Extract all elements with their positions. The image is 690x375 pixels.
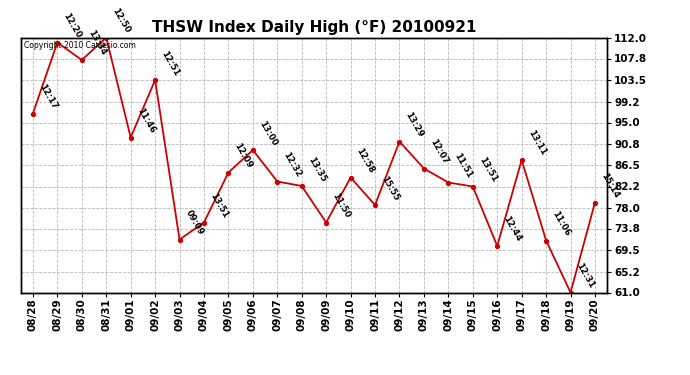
Text: Copyright 2010 Cartesio.com: Copyright 2010 Cartesio.com <box>23 41 135 50</box>
Text: 12:51: 12:51 <box>159 49 181 77</box>
Title: THSW Index Daily High (°F) 20100921: THSW Index Daily High (°F) 20100921 <box>152 20 476 35</box>
Text: 11:46: 11:46 <box>135 106 157 135</box>
Text: 13:29: 13:29 <box>404 110 425 139</box>
Text: 12:20: 12:20 <box>61 12 83 40</box>
Text: 15:14: 15:14 <box>599 171 621 200</box>
Text: 12:09: 12:09 <box>233 141 254 170</box>
Text: 15:55: 15:55 <box>380 174 401 202</box>
Text: 12:50: 12:50 <box>110 7 132 35</box>
Text: 11:06: 11:06 <box>550 210 572 238</box>
Text: 13:34: 13:34 <box>86 29 108 57</box>
Text: 13:51: 13:51 <box>477 156 498 184</box>
Text: 13:35: 13:35 <box>306 155 327 183</box>
Text: 12:32: 12:32 <box>282 150 303 179</box>
Text: 12:31: 12:31 <box>575 261 596 290</box>
Text: 11:51: 11:51 <box>453 152 474 180</box>
Text: 13:11: 13:11 <box>526 129 547 157</box>
Text: 13:00: 13:00 <box>257 119 279 147</box>
Text: 11:50: 11:50 <box>331 192 352 220</box>
Text: 09:09: 09:09 <box>184 209 205 237</box>
Text: 13:51: 13:51 <box>208 192 230 220</box>
Text: 12:58: 12:58 <box>355 147 376 175</box>
Text: 12:07: 12:07 <box>428 137 450 166</box>
Text: 12:17: 12:17 <box>37 82 59 111</box>
Text: 12:44: 12:44 <box>502 215 523 243</box>
